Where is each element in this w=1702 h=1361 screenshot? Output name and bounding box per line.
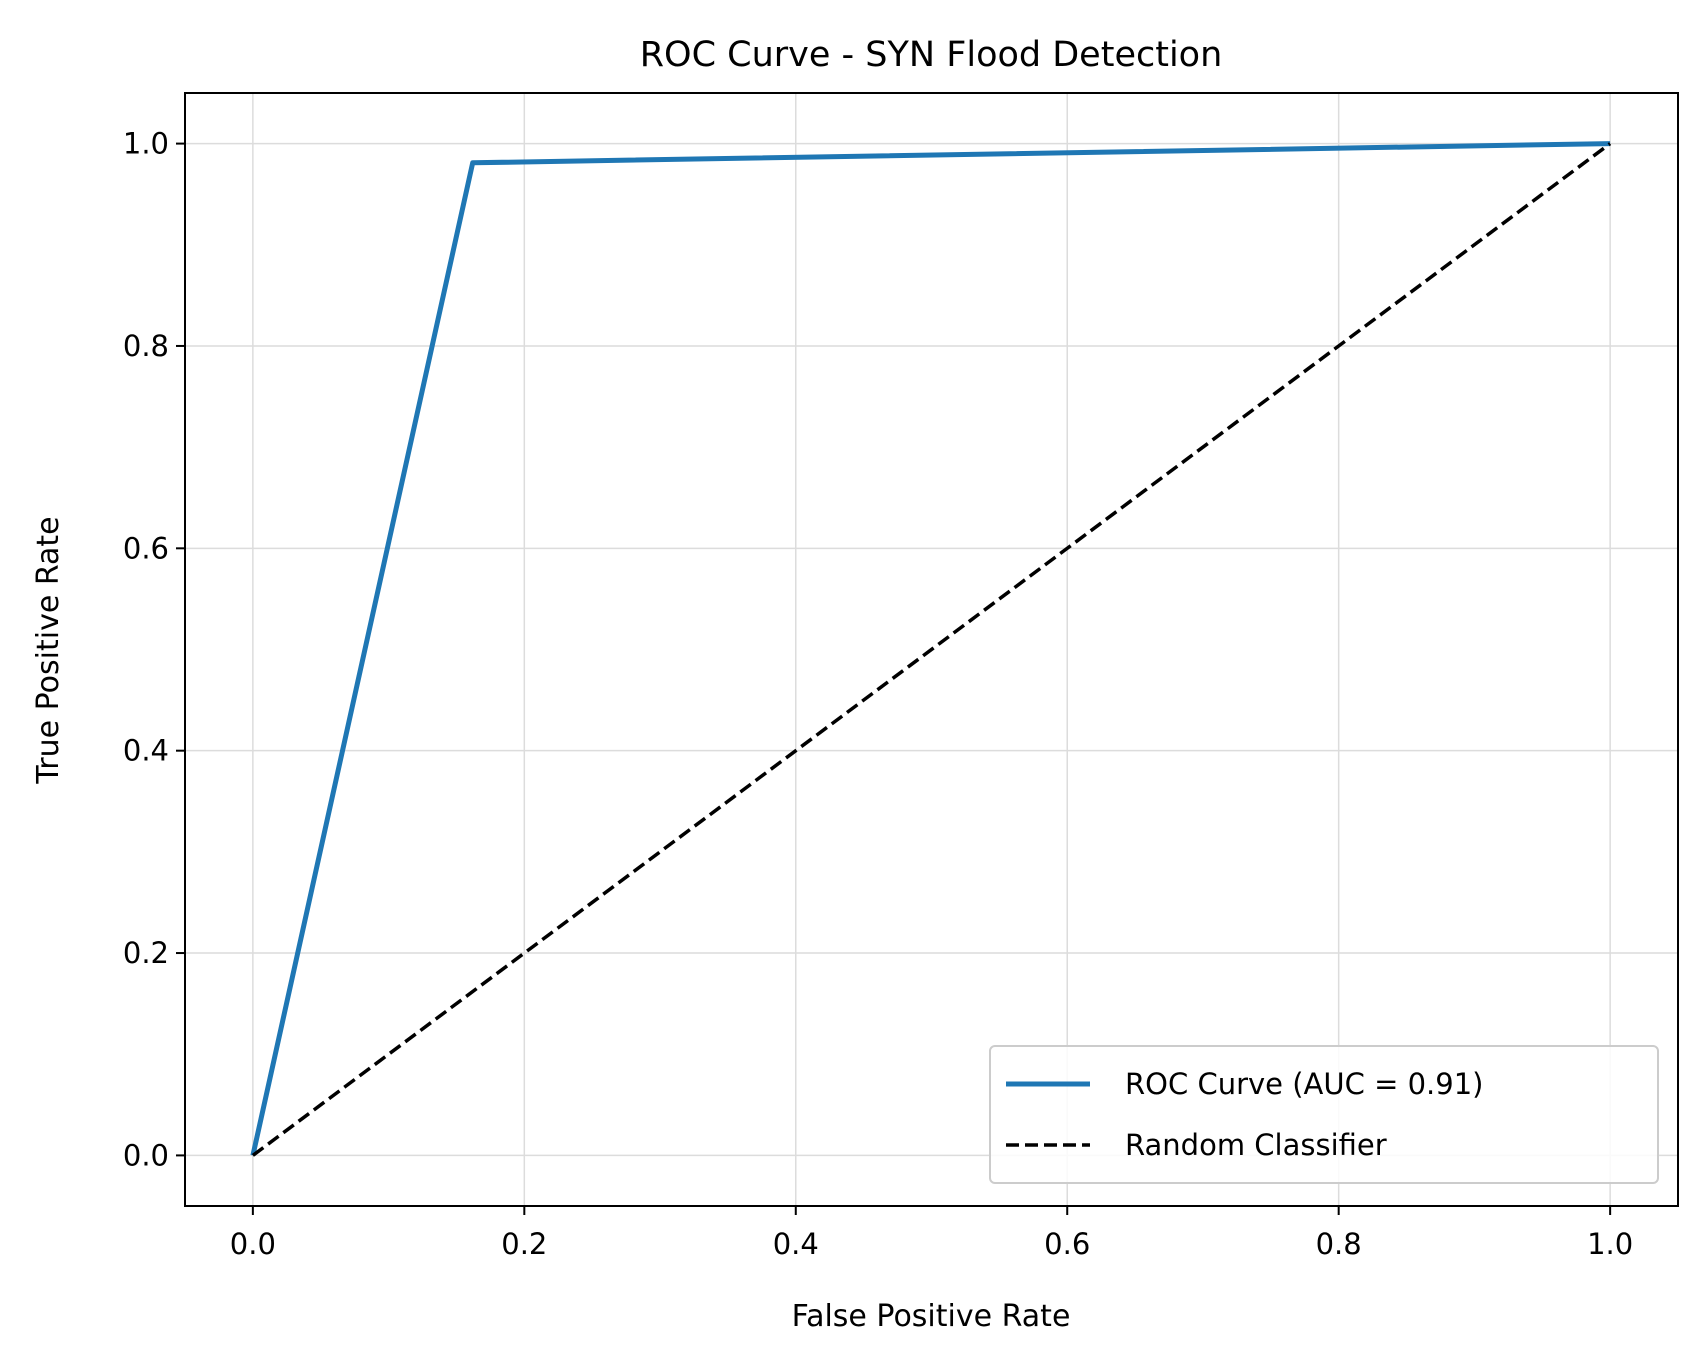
x-tick-label: 0.4 — [773, 1227, 819, 1261]
x-axis-label: False Positive Rate — [792, 1299, 1071, 1334]
x-tick-label: 0.0 — [230, 1227, 276, 1261]
grid-lines — [185, 93, 1678, 1206]
y-tick-label: 0.8 — [123, 329, 169, 363]
x-axis-ticks: 0.0 0.2 0.4 0.6 0.8 1.0 — [230, 1206, 1633, 1261]
x-tick-label: 0.8 — [1316, 1227, 1362, 1261]
x-tick-label: 1.0 — [1587, 1227, 1633, 1261]
legend-box — [989, 1045, 1659, 1184]
y-axis-ticks: 0.0 0.2 0.4 0.6 0.8 1.0 — [123, 127, 185, 1172]
plot-frame — [184, 92, 1679, 1207]
series-layer — [250, 141, 1612, 1157]
y-tick-label: 1.0 — [123, 127, 169, 161]
y-tick-label: 0.4 — [123, 734, 169, 768]
legend-label: ROC Curve (AUC = 0.91) — [1125, 1067, 1483, 1101]
legend: ROC Curve (AUC = 0.91) Random Classifier — [989, 1045, 1659, 1184]
legend-label: Random Classifier — [1125, 1128, 1387, 1162]
y-tick-label: 0.2 — [123, 936, 169, 970]
x-tick-label: 0.6 — [1044, 1227, 1090, 1261]
y-tick-label: 0.6 — [123, 531, 169, 565]
chart-title: ROC Curve - SYN Flood Detection — [640, 35, 1223, 75]
series-line-random-classifier — [251, 142, 1612, 1157]
y-tick-label: 0.0 — [123, 1138, 169, 1172]
x-tick-label: 0.2 — [501, 1227, 547, 1261]
series-line-roc-curve — [250, 141, 1611, 1156]
y-axis-label: True Positive Rate — [31, 516, 66, 784]
